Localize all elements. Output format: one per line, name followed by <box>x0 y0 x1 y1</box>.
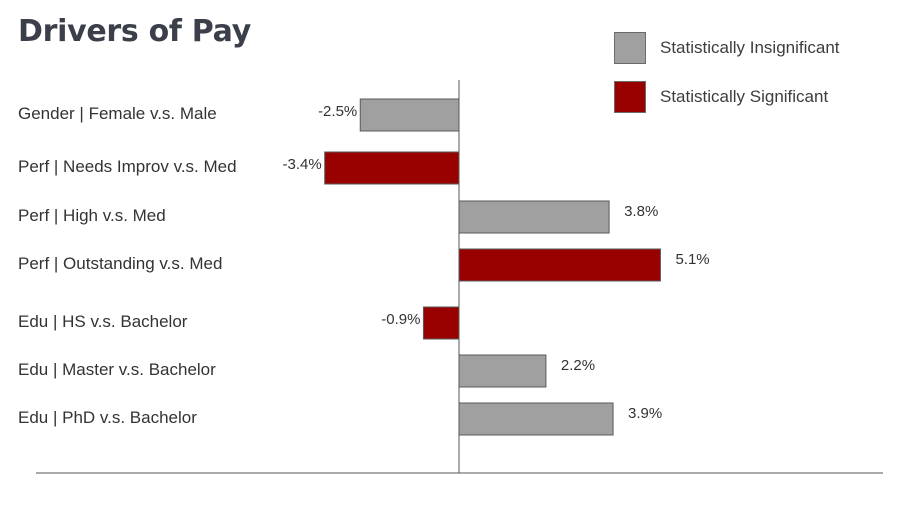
value-label-1: -3.4% <box>283 156 322 173</box>
bar-1 <box>324 151 460 185</box>
value-label-5: 2.2% <box>561 357 595 374</box>
category-label-1: Perf | Needs Improv v.s. Med <box>18 157 237 176</box>
category-label-6: Edu | PhD v.s. Bachelor <box>18 408 197 427</box>
category-label-5: Edu | Master v.s. Bachelor <box>18 360 216 379</box>
legend-swatch-insignificant <box>614 32 646 64</box>
category-label-3: Perf | Outstanding v.s. Med <box>18 254 222 273</box>
bar-5 <box>458 354 547 388</box>
value-label-6: 3.9% <box>628 405 662 422</box>
value-label-3: 5.1% <box>675 251 709 268</box>
value-label-4: -0.9% <box>381 311 420 328</box>
value-label-0: -2.5% <box>318 103 357 120</box>
bar-4 <box>422 306 460 340</box>
legend-swatch-significant <box>614 81 646 113</box>
category-label-2: Perf | High v.s. Med <box>18 206 166 225</box>
bar-0 <box>359 98 460 132</box>
bar-3 <box>458 248 661 282</box>
bar-2 <box>458 200 610 234</box>
category-label-4: Edu | HS v.s. Bachelor <box>18 312 188 331</box>
legend-label-significant: Statistically Significant <box>660 87 829 106</box>
legend-item-insignificant: Statistically Insignificant <box>614 31 840 65</box>
legend-label-insignificant: Statistically Insignificant <box>660 38 840 57</box>
category-label-0: Gender | Female v.s. Male <box>18 104 217 123</box>
chart-title: Drivers of Pay <box>18 14 251 49</box>
bar-6 <box>458 402 614 436</box>
legend-item-significant: Statistically Significant <box>614 80 828 114</box>
value-label-2: 3.8% <box>624 203 658 220</box>
